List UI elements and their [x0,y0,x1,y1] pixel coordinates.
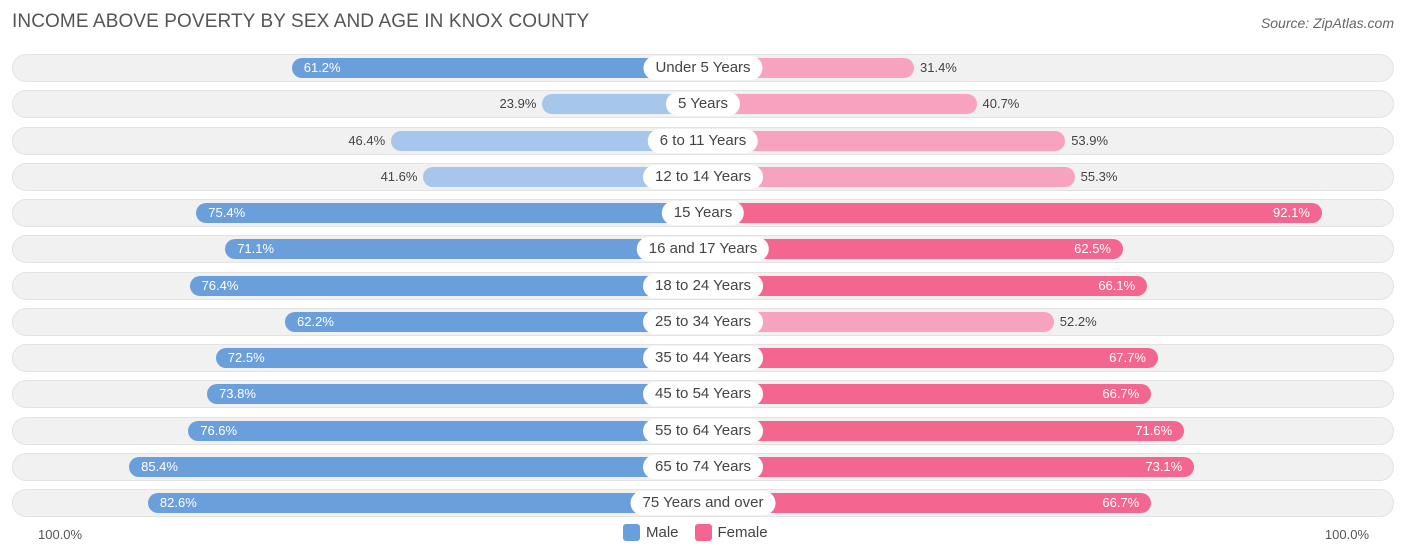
legend: Male Female [623,524,784,541]
bar-female [703,348,1158,368]
bar-male [196,203,703,223]
value-label-female: 52.2% [1059,314,1097,329]
bar-male [188,421,703,441]
bar-male [285,312,703,332]
axis-left-label: 100.0% [38,527,83,542]
value-label-female: 53.9% [1071,133,1109,148]
legend-item-male: Male [623,524,679,541]
category-label: 65 to 74 Years [643,455,763,479]
bar-male [147,493,703,513]
bar-female [703,421,1185,441]
source-credit: Source: ZipAtlas.com [1260,15,1394,31]
category-label: 35 to 44 Years [643,346,763,370]
value-label-female: 66.7% [1102,495,1140,510]
bar-male [423,167,703,187]
bar-female [703,167,1075,187]
bar-female [703,384,1152,404]
value-label-male: 41.6% [380,169,418,184]
value-label-male: 46.4% [348,133,386,148]
legend-label-male: Male [646,524,679,541]
bar-male [207,384,703,404]
value-label-male: 76.4% [201,278,239,293]
legend-item-female: Female [694,524,768,541]
bar-female [703,131,1066,151]
bar-female [703,457,1195,477]
value-label-male: 61.2% [303,60,341,75]
bar-male [391,131,703,151]
legend-label-female: Female [717,524,768,541]
category-label: 25 to 34 Years [643,310,763,334]
bar-male [542,94,703,114]
category-label: 15 Years [661,201,745,225]
legend-swatch-male [623,524,640,541]
category-label: 12 to 14 Years [643,165,763,189]
value-label-female: 67.7% [1109,350,1146,365]
category-label: 75 Years and over [630,491,776,515]
bar-male [291,58,703,78]
category-label: 45 to 54 Years [643,382,763,406]
value-label-male: 73.8% [219,386,256,401]
value-label-female: 92.1% [1273,205,1310,220]
value-label-male: 62.2% [297,314,334,329]
category-label: 6 to 11 Years [647,129,759,153]
value-label-male: 72.5% [227,350,265,365]
value-label-male: 71.1% [237,241,275,256]
value-label-male: 76.6% [200,423,238,438]
value-label-male: 82.6% [159,495,197,510]
bar-female [703,203,1322,223]
value-label-male: 85.4% [141,459,178,474]
bar-male [215,348,703,368]
legend-swatch-female [694,524,712,541]
value-label-male: 75.4% [208,205,246,220]
value-label-male: 23.9% [499,96,537,111]
value-label-female: 71.6% [1135,423,1173,438]
value-label-female: 66.7% [1102,386,1140,401]
chart-title: INCOME ABOVE POVERTY BY SEX AND AGE IN K… [12,11,590,32]
bar-female [703,312,1054,332]
category-label: 16 and 17 Years [636,237,770,261]
bar-female [703,94,977,114]
value-label-female: 73.1% [1145,459,1183,474]
bar-female [703,493,1152,513]
bar-male [189,276,703,296]
bar-male [225,239,703,259]
bar-female [703,276,1148,296]
value-label-female: 66.1% [1098,278,1136,293]
category-label: 5 Years [665,92,741,116]
category-label: 18 to 24 Years [643,274,763,298]
bar-female [703,239,1123,259]
value-label-female: 62.5% [1074,241,1111,256]
value-label-female: 55.3% [1080,169,1118,184]
bar-male [129,457,703,477]
value-label-female: 31.4% [920,60,957,75]
category-label: Under 5 Years [643,56,763,80]
category-label: 55 to 64 Years [643,419,763,443]
value-label-female: 40.7% [982,96,1020,111]
axis-right-label: 100.0% [1324,527,1369,542]
